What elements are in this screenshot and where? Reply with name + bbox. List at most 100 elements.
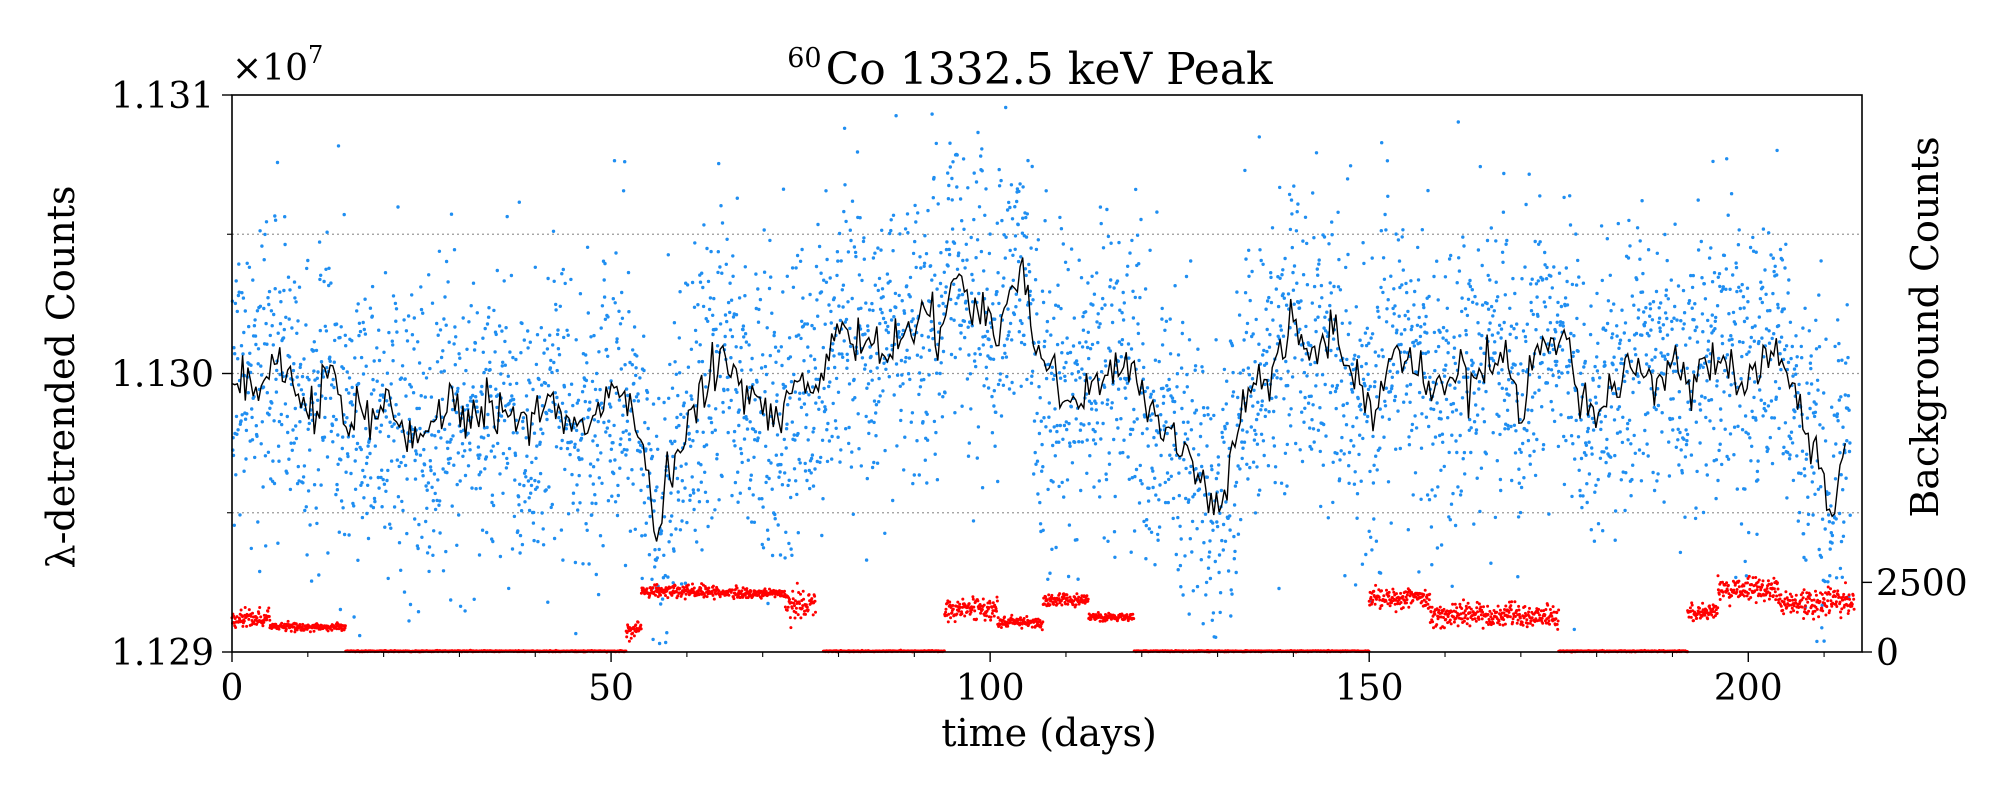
data-point <box>1699 239 1704 244</box>
data-point <box>691 488 695 492</box>
data-point <box>1700 276 1704 280</box>
data-point <box>913 239 917 244</box>
data-point <box>1208 576 1213 581</box>
data-point <box>1239 517 1243 522</box>
data-point <box>557 425 561 429</box>
data-point <box>1088 454 1092 458</box>
data-point <box>1118 308 1122 312</box>
data-point <box>292 441 296 445</box>
data-point <box>1188 537 1193 541</box>
data-point <box>1436 485 1440 489</box>
data-point <box>345 416 349 420</box>
data-point <box>778 470 782 474</box>
background-point <box>293 630 297 634</box>
data-point <box>692 305 697 309</box>
data-point <box>1447 450 1451 455</box>
data-point <box>247 265 252 269</box>
data-point <box>1532 449 1536 453</box>
data-point <box>569 440 573 444</box>
data-point <box>788 355 793 359</box>
data-point <box>959 323 963 328</box>
data-point <box>1357 452 1361 457</box>
data-point <box>866 324 870 328</box>
data-point <box>361 372 366 376</box>
data-point <box>1189 428 1194 432</box>
data-point <box>723 334 727 339</box>
data-point <box>842 209 846 214</box>
data-point <box>963 266 967 270</box>
data-point <box>1097 325 1101 329</box>
data-point <box>1452 335 1456 339</box>
data-point <box>501 451 506 456</box>
data-point <box>292 280 297 284</box>
data-point <box>825 428 829 432</box>
data-point <box>1677 463 1681 467</box>
data-point <box>1414 426 1419 430</box>
data-point <box>1547 350 1552 355</box>
data-point <box>1772 416 1777 420</box>
data-point <box>1494 299 1499 303</box>
data-point <box>1752 339 1757 343</box>
data-point <box>859 306 863 310</box>
data-point <box>1006 307 1010 311</box>
data-point <box>1154 443 1158 447</box>
data-point <box>274 390 279 394</box>
data-point <box>1491 431 1495 435</box>
data-point <box>407 619 411 623</box>
data-point <box>1062 366 1066 370</box>
data-point <box>1241 368 1246 372</box>
data-point <box>884 367 888 371</box>
data-point <box>1745 286 1750 290</box>
data-point <box>1667 474 1672 478</box>
data-point <box>1270 226 1275 230</box>
data-point <box>736 470 740 474</box>
data-point <box>612 423 616 428</box>
data-point <box>1750 409 1754 413</box>
data-point <box>1802 555 1806 560</box>
data-point <box>1156 538 1160 542</box>
data-point <box>1469 450 1473 455</box>
data-point <box>1757 339 1761 344</box>
data-point <box>1521 369 1525 373</box>
data-point <box>1812 471 1816 475</box>
data-point <box>766 601 770 606</box>
data-point <box>780 452 784 457</box>
data-point <box>621 413 625 417</box>
data-point <box>651 402 656 406</box>
data-point <box>790 420 794 424</box>
data-point <box>966 454 971 458</box>
data-point <box>1693 302 1697 306</box>
data-point <box>273 218 278 222</box>
data-point <box>1360 343 1364 348</box>
data-point <box>1190 550 1194 554</box>
data-point <box>1363 384 1367 388</box>
data-point <box>791 285 796 289</box>
data-point <box>531 521 536 525</box>
data-point <box>375 379 379 383</box>
data-point <box>1598 456 1603 460</box>
data-point <box>1378 446 1382 450</box>
data-point <box>817 395 821 400</box>
data-point <box>655 485 659 489</box>
data-point <box>427 273 431 277</box>
data-point <box>950 198 954 202</box>
data-point <box>889 228 893 233</box>
data-point <box>1036 492 1040 496</box>
data-point <box>894 362 899 366</box>
data-point <box>1037 385 1041 389</box>
data-point <box>524 475 528 479</box>
data-point <box>1269 300 1274 305</box>
data-point <box>1173 399 1177 404</box>
data-point <box>1306 401 1311 405</box>
data-point <box>346 454 350 459</box>
data-point <box>1779 335 1784 339</box>
data-point <box>377 328 381 332</box>
data-point <box>1391 324 1395 328</box>
data-point <box>1055 429 1059 434</box>
data-point <box>692 507 696 512</box>
background-point <box>343 624 347 628</box>
data-point <box>1772 332 1776 336</box>
data-point <box>529 476 533 481</box>
data-point <box>399 568 403 572</box>
data-point <box>1555 320 1559 324</box>
